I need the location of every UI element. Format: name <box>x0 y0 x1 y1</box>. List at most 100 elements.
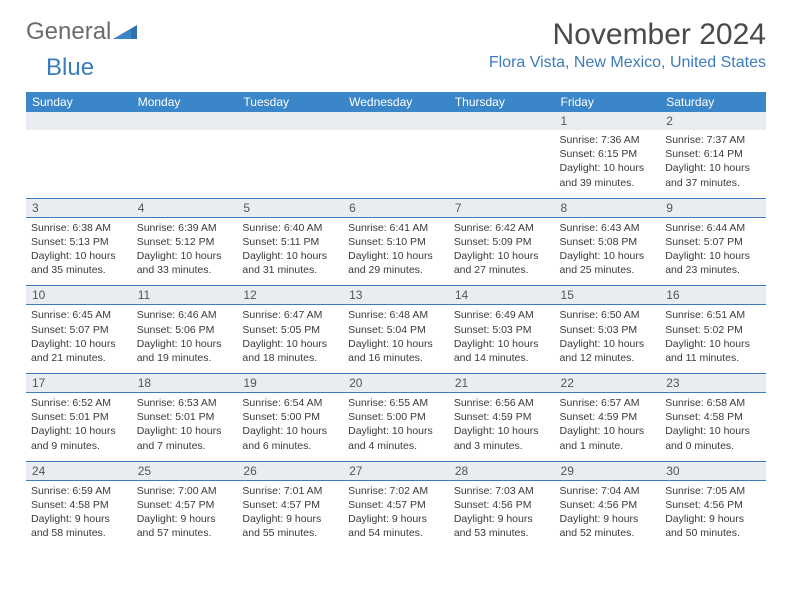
daylight-text-1: Daylight: 10 hours <box>560 337 656 351</box>
day-number-cell: 29 <box>555 461 661 480</box>
sunrise-text: Sunrise: 6:47 AM <box>242 308 338 322</box>
sunrise-text: Sunrise: 6:42 AM <box>454 221 550 235</box>
sunset-text: Sunset: 4:56 PM <box>454 498 550 512</box>
day-number-cell: 1 <box>555 112 661 130</box>
day-number-cell: 4 <box>132 198 238 217</box>
daylight-text-2: and 18 minutes. <box>242 351 338 365</box>
sunrise-text: Sunrise: 7:02 AM <box>348 484 444 498</box>
calendar-body: 12Sunrise: 7:36 AMSunset: 6:15 PMDayligh… <box>26 112 766 548</box>
sunset-text: Sunset: 5:12 PM <box>137 235 233 249</box>
day-number-cell: 15 <box>555 286 661 305</box>
sunset-text: Sunset: 4:56 PM <box>560 498 656 512</box>
daylight-text-1: Daylight: 9 hours <box>348 512 444 526</box>
daynum-row: 17181920212223 <box>26 374 766 393</box>
daylight-text-1: Daylight: 10 hours <box>665 424 761 438</box>
weekday-header: Tuesday <box>237 92 343 112</box>
daylight-text-1: Daylight: 9 hours <box>137 512 233 526</box>
day-number-cell <box>449 112 555 130</box>
daylight-text-2: and 25 minutes. <box>560 263 656 277</box>
daynum-row: 12 <box>26 112 766 130</box>
daylight-text-1: Daylight: 10 hours <box>560 161 656 175</box>
daylight-text-2: and 6 minutes. <box>242 439 338 453</box>
calendar-page: General November 2024 Flora Vista, New M… <box>0 0 792 566</box>
day-cell <box>237 130 343 198</box>
daylight-text-2: and 55 minutes. <box>242 526 338 540</box>
weekday-header: Wednesday <box>343 92 449 112</box>
week-row: Sunrise: 6:59 AMSunset: 4:58 PMDaylight:… <box>26 480 766 548</box>
daylight-text-2: and 9 minutes. <box>31 439 127 453</box>
sunrise-text: Sunrise: 6:53 AM <box>137 396 233 410</box>
day-number-cell: 26 <box>237 461 343 480</box>
day-cell: Sunrise: 6:52 AMSunset: 5:01 PMDaylight:… <box>26 393 132 462</box>
daynum-row: 3456789 <box>26 198 766 217</box>
day-number-cell: 21 <box>449 374 555 393</box>
day-number-cell: 23 <box>660 374 766 393</box>
sunrise-text: Sunrise: 6:44 AM <box>665 221 761 235</box>
day-number-cell: 22 <box>555 374 661 393</box>
sunset-text: Sunset: 5:03 PM <box>560 323 656 337</box>
day-cell: Sunrise: 6:40 AMSunset: 5:11 PMDaylight:… <box>237 217 343 286</box>
daylight-text-2: and 54 minutes. <box>348 526 444 540</box>
sunrise-text: Sunrise: 6:40 AM <box>242 221 338 235</box>
daylight-text-1: Daylight: 9 hours <box>242 512 338 526</box>
day-cell: Sunrise: 6:43 AMSunset: 5:08 PMDaylight:… <box>555 217 661 286</box>
daynum-row: 10111213141516 <box>26 286 766 305</box>
day-cell: Sunrise: 6:47 AMSunset: 5:05 PMDaylight:… <box>237 305 343 374</box>
day-number-cell: 16 <box>660 286 766 305</box>
month-title: November 2024 <box>489 18 766 52</box>
daylight-text-2: and 23 minutes. <box>665 263 761 277</box>
sunset-text: Sunset: 5:11 PM <box>242 235 338 249</box>
day-number-cell: 6 <box>343 198 449 217</box>
daylight-text-1: Daylight: 9 hours <box>665 512 761 526</box>
day-cell: Sunrise: 6:46 AMSunset: 5:06 PMDaylight:… <box>132 305 238 374</box>
weekday-header: Saturday <box>660 92 766 112</box>
sunrise-text: Sunrise: 6:45 AM <box>31 308 127 322</box>
sunrise-text: Sunrise: 7:05 AM <box>665 484 761 498</box>
daylight-text-2: and 57 minutes. <box>137 526 233 540</box>
sunrise-text: Sunrise: 6:50 AM <box>560 308 656 322</box>
sunset-text: Sunset: 4:56 PM <box>665 498 761 512</box>
daylight-text-2: and 35 minutes. <box>31 263 127 277</box>
day-cell: Sunrise: 6:48 AMSunset: 5:04 PMDaylight:… <box>343 305 449 374</box>
sunrise-text: Sunrise: 6:57 AM <box>560 396 656 410</box>
daylight-text-2: and 7 minutes. <box>137 439 233 453</box>
day-number-cell: 5 <box>237 198 343 217</box>
day-cell: Sunrise: 6:53 AMSunset: 5:01 PMDaylight:… <box>132 393 238 462</box>
day-cell: Sunrise: 7:04 AMSunset: 4:56 PMDaylight:… <box>555 480 661 548</box>
sunrise-text: Sunrise: 6:55 AM <box>348 396 444 410</box>
sunrise-text: Sunrise: 7:00 AM <box>137 484 233 498</box>
day-cell: Sunrise: 7:37 AMSunset: 6:14 PMDaylight:… <box>660 130 766 198</box>
day-number-cell: 17 <box>26 374 132 393</box>
daylight-text-2: and 14 minutes. <box>454 351 550 365</box>
day-number-cell: 9 <box>660 198 766 217</box>
daylight-text-2: and 39 minutes. <box>560 176 656 190</box>
daylight-text-1: Daylight: 10 hours <box>454 249 550 263</box>
daylight-text-2: and 12 minutes. <box>560 351 656 365</box>
sunset-text: Sunset: 4:57 PM <box>137 498 233 512</box>
day-number-cell: 30 <box>660 461 766 480</box>
daylight-text-1: Daylight: 10 hours <box>560 249 656 263</box>
daylight-text-1: Daylight: 10 hours <box>348 337 444 351</box>
sunset-text: Sunset: 5:05 PM <box>242 323 338 337</box>
day-number-cell: 18 <box>132 374 238 393</box>
daylight-text-1: Daylight: 10 hours <box>242 337 338 351</box>
sunset-text: Sunset: 5:08 PM <box>560 235 656 249</box>
sunrise-text: Sunrise: 6:51 AM <box>665 308 761 322</box>
daylight-text-1: Daylight: 10 hours <box>665 249 761 263</box>
daylight-text-1: Daylight: 9 hours <box>560 512 656 526</box>
day-cell: Sunrise: 6:58 AMSunset: 4:58 PMDaylight:… <box>660 393 766 462</box>
day-number-cell: 13 <box>343 286 449 305</box>
sunset-text: Sunset: 5:04 PM <box>348 323 444 337</box>
week-row: Sunrise: 6:52 AMSunset: 5:01 PMDaylight:… <box>26 393 766 462</box>
daylight-text-2: and 21 minutes. <box>31 351 127 365</box>
daynum-row: 24252627282930 <box>26 461 766 480</box>
daylight-text-2: and 37 minutes. <box>665 176 761 190</box>
daylight-text-1: Daylight: 10 hours <box>665 161 761 175</box>
day-number-cell: 3 <box>26 198 132 217</box>
sunrise-text: Sunrise: 7:37 AM <box>665 133 761 147</box>
day-cell: Sunrise: 7:01 AMSunset: 4:57 PMDaylight:… <box>237 480 343 548</box>
daylight-text-2: and 52 minutes. <box>560 526 656 540</box>
day-cell: Sunrise: 7:03 AMSunset: 4:56 PMDaylight:… <box>449 480 555 548</box>
daylight-text-2: and 0 minutes. <box>665 439 761 453</box>
day-number-cell <box>26 112 132 130</box>
